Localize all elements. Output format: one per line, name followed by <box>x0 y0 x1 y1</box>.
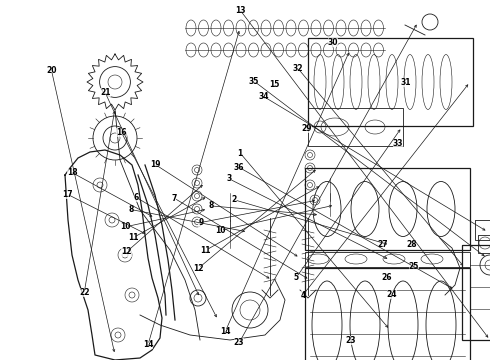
Text: 3: 3 <box>227 174 232 183</box>
Text: 36: 36 <box>234 163 245 172</box>
Text: 14: 14 <box>220 327 231 336</box>
Text: 18: 18 <box>67 168 78 177</box>
Text: 27: 27 <box>377 240 388 249</box>
Text: 7: 7 <box>172 194 176 202</box>
Text: 1: 1 <box>238 148 243 158</box>
Text: 8: 8 <box>208 201 213 210</box>
Bar <box>308 108 403 146</box>
Text: 4: 4 <box>300 291 305 300</box>
Text: 29: 29 <box>301 124 312 133</box>
Text: 23: 23 <box>234 338 245 347</box>
Text: 28: 28 <box>406 240 417 248</box>
Text: 10: 10 <box>215 226 226 235</box>
Text: 5: 5 <box>294 273 299 282</box>
Text: 34: 34 <box>258 92 269 101</box>
Text: 9: 9 <box>198 218 203 227</box>
Text: 6: 6 <box>134 193 139 202</box>
Text: 26: 26 <box>382 273 392 282</box>
Text: 22: 22 <box>79 288 90 297</box>
Text: 20: 20 <box>46 66 57 75</box>
Text: 12: 12 <box>193 264 204 273</box>
Text: 19: 19 <box>150 161 161 169</box>
Bar <box>478 235 490 253</box>
Text: 33: 33 <box>392 139 403 148</box>
Text: 14: 14 <box>143 341 153 349</box>
Text: 15: 15 <box>269 80 280 89</box>
Text: 2: 2 <box>232 195 237 204</box>
Bar <box>462 245 490 340</box>
Bar <box>305 252 470 267</box>
Text: 25: 25 <box>409 262 419 271</box>
Text: 16: 16 <box>116 128 127 137</box>
Text: 32: 32 <box>293 64 303 73</box>
Bar <box>308 38 473 126</box>
Text: 8: 8 <box>128 205 133 214</box>
Bar <box>305 268 470 360</box>
Text: 12: 12 <box>121 247 132 256</box>
Bar <box>305 168 470 250</box>
Text: 10: 10 <box>120 222 131 231</box>
Text: 17: 17 <box>62 190 73 199</box>
Text: 24: 24 <box>387 290 397 299</box>
Text: 13: 13 <box>235 5 245 14</box>
Text: 30: 30 <box>328 38 339 47</box>
Text: 11: 11 <box>200 246 211 255</box>
Text: 11: 11 <box>128 233 139 242</box>
Text: 23: 23 <box>345 336 356 345</box>
Text: 21: 21 <box>100 88 111 97</box>
Bar <box>475 220 490 240</box>
Text: 31: 31 <box>400 77 411 86</box>
Text: 35: 35 <box>248 77 259 85</box>
